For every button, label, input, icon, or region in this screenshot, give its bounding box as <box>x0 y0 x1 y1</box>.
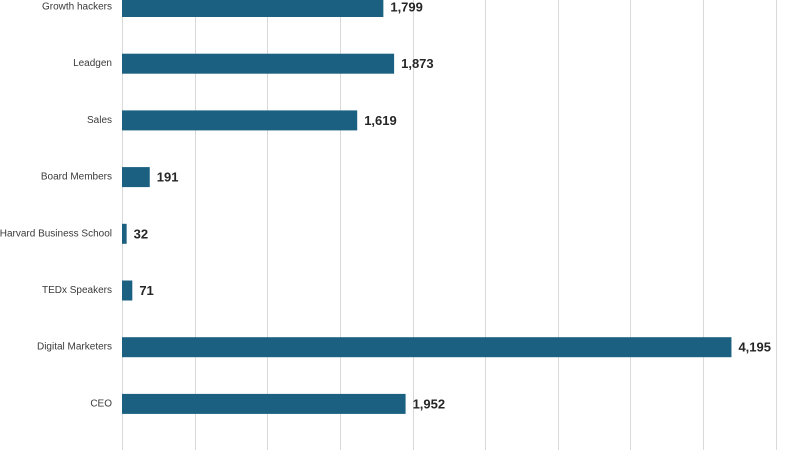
bar <box>122 393 406 414</box>
category-labels: Growth hackers Leadgen Sales Board Members H… <box>0 2 112 410</box>
category-label: Growth hackers <box>42 2 112 13</box>
value-label: 1,873 <box>401 56 434 71</box>
bar <box>122 0 384 17</box>
bar <box>122 167 150 188</box>
category-label: Digital Marketers <box>37 342 112 353</box>
bar <box>122 223 127 244</box>
category-label: Board Members <box>41 172 112 183</box>
category-label: TEDx Speakers <box>42 285 112 296</box>
category-label: Sales <box>87 115 112 126</box>
value-label: 1,952 <box>413 396 446 411</box>
value-label: 1,799 <box>390 0 423 15</box>
gridlines <box>122 0 777 450</box>
value-label: 71 <box>139 283 153 298</box>
value-label: 4,195 <box>738 340 771 355</box>
bar <box>122 53 395 74</box>
value-label: 32 <box>134 226 148 241</box>
bars <box>122 0 732 414</box>
value-label: 191 <box>157 170 179 185</box>
bar <box>122 280 133 301</box>
value-label: 1,619 <box>364 113 397 128</box>
category-label: CEO <box>90 398 112 409</box>
value-labels: 1,799 1,873 1,619 191 32 71 4,195 1,952 <box>134 0 771 411</box>
bar <box>122 337 732 358</box>
bar <box>122 110 358 131</box>
category-label: Harvard Business School <box>0 228 112 239</box>
category-label: Leadgen <box>73 58 112 69</box>
